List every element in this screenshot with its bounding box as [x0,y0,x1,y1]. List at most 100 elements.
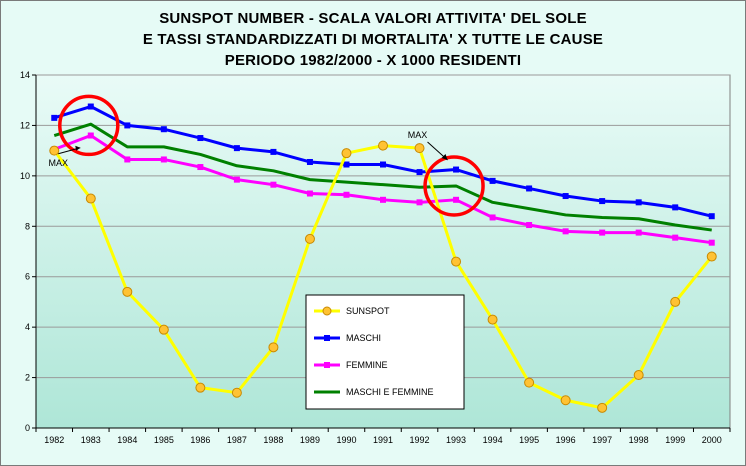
x-tick-label: 1990 [336,435,356,445]
data-point [708,213,715,220]
data-point [708,239,715,246]
y-tick-label: 14 [20,70,30,80]
chart-title-line-1: SUNSPOT NUMBER - SCALA VALORI ATTIVITA' … [159,10,587,27]
x-tick-label: 1996 [556,435,576,445]
x-tick-label: 1983 [81,435,101,445]
data-point [197,135,204,142]
data-point [380,161,386,168]
data-point [51,114,58,121]
legend-label: FEMMINE [346,360,388,370]
x-tick-label: 1984 [117,435,137,445]
data-point [233,176,240,183]
data-point [233,145,240,152]
data-point [562,228,569,235]
y-tick-label: 4 [25,322,30,332]
data-point [380,196,386,203]
highlight-circle [423,155,485,217]
data-point [416,199,423,206]
chart-title-line-3: PERIODO 1982/2000 - X 1000 RESIDENTI [224,52,522,69]
x-tick-label: 1989 [300,435,320,445]
y-tick-label: 0 [25,423,30,433]
highlight-circle [58,94,120,157]
y-tick-label: 6 [25,272,30,282]
sunspot-point [597,402,608,413]
series-line-maschi-e-femmine [53,122,712,232]
x-tick-label: 1997 [592,435,612,445]
y-tick-label: 8 [25,221,30,231]
x-tick-label: 2000 [702,435,722,445]
data-point [599,229,606,236]
data-point [124,156,131,163]
data-point [526,222,533,229]
data-point [306,190,313,197]
annotations: MAX MAX [49,94,485,217]
x-tick-label: 1995 [519,435,539,445]
data-point [635,229,642,236]
data-point [197,164,204,171]
data-point [160,156,167,163]
data-point [124,122,131,129]
data-point [489,177,496,184]
annotation-arrowhead [441,154,448,161]
sunspot-point [304,233,315,244]
axes: 0 2 4 6 8 10 12 14 1982 1983 1984 1985 1986 1987 1988 1… [20,70,731,445]
x-tick-label: 1985 [154,435,174,445]
series-lines [49,103,717,413]
data-point [672,234,679,241]
data-point [453,166,460,173]
x-tick-label: 1991 [373,435,393,445]
sunspot-point [560,395,571,406]
sunspot-point [195,382,206,393]
data-point [562,193,569,200]
data-point [306,158,313,165]
x-tick-label: 1982 [44,435,64,445]
legend-label: MASCHI E FEMMINE [346,387,434,397]
sunspot-point [487,314,498,325]
annotation-arrowhead [75,145,81,151]
gridlines [36,74,730,379]
legend-marker [324,335,330,341]
x-tick-label: 1993 [446,435,466,445]
data-point [343,191,350,198]
x-tick-label: 1994 [483,435,503,445]
sunspot-point [524,377,535,388]
data-point [416,169,423,176]
sunspot-point [122,286,133,297]
sunspot-point [633,370,644,381]
sunspot-point [158,324,169,335]
sunspot-point [85,193,96,204]
data-point [635,199,642,206]
sunspot-point [451,256,462,267]
data-point [270,181,277,188]
x-tick-label: 1986 [190,435,210,445]
data-point [672,204,679,211]
sunspot-point [414,143,425,154]
data-point [343,161,350,168]
legend-marker [322,306,332,316]
max-annotation: MAX [408,130,428,140]
y-tick-label: 2 [25,373,30,383]
legend-marker [324,362,330,368]
data-point [489,214,496,221]
chart-title-line-2: E TASSI STANDARDIZZATI DI MORTALITA' X T… [142,31,604,48]
x-tick-label: 1988 [263,435,283,445]
x-tick-label: 1998 [629,435,649,445]
sunspot-point [378,140,388,151]
sunspot-point [341,148,352,159]
legend-label: MASCHI [346,333,381,343]
x-tick-label: 1987 [227,435,247,445]
data-point [599,198,606,205]
max-annotation: MAX [49,158,69,168]
y-tick-label: 10 [20,171,30,181]
sunspot-point [268,342,279,353]
data-point [270,148,277,155]
legend-label: SUNSPOT [346,306,390,316]
sunspot-point [706,251,717,262]
data-point [160,126,167,133]
data-point [87,132,94,139]
x-tick-label: 1992 [410,435,430,445]
sunspot-point [231,387,242,398]
legend: SUNSPOT MASCHI FEMMINE MASCHI E FEMMINE [305,294,465,410]
data-point [453,196,460,203]
